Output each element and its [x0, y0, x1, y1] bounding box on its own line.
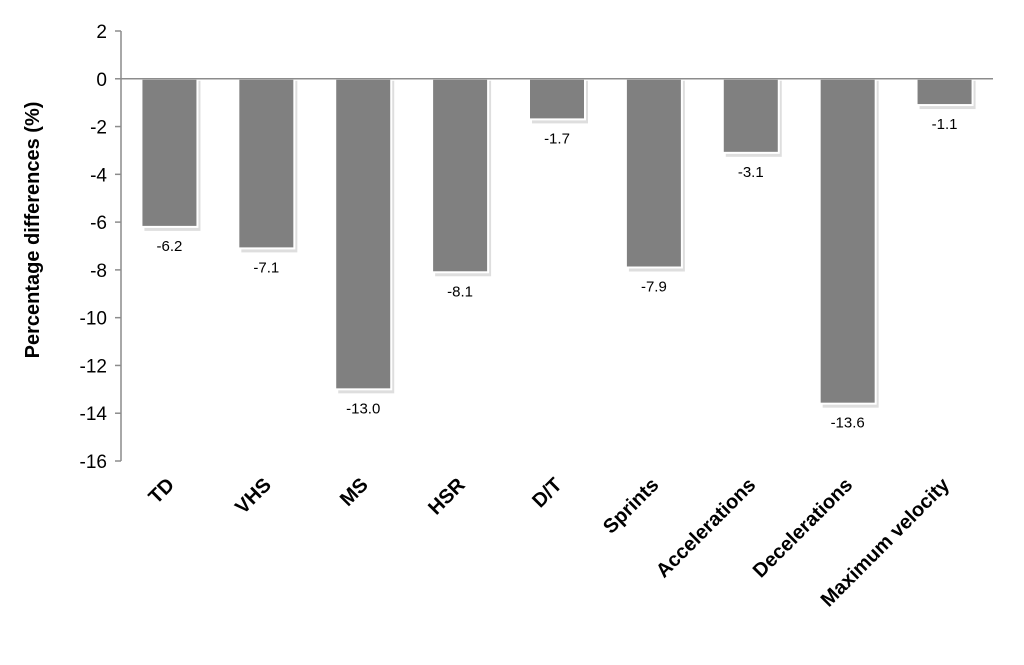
category-labels: TD VHS MS HSR D/T SprintsAccelerationsDeceler…	[145, 473, 955, 611]
bar-value-label: -3.1	[738, 164, 764, 181]
y-tick-label: 2	[96, 22, 107, 43]
y-tick-label: -6	[90, 213, 107, 234]
bar	[237, 77, 296, 250]
bar	[721, 77, 780, 154]
y-tick-label: -10	[80, 309, 107, 330]
bar	[334, 77, 393, 391]
category-label: MS	[336, 474, 373, 511]
bar	[140, 77, 199, 228]
value-labels: -6.2 -7.1 -13.0 -8.1 -1.7 -7.9 -3.1 -13.6 -1.1	[157, 116, 958, 432]
bar	[528, 77, 586, 121]
bar	[624, 77, 683, 269]
bar-value-label: -1.1	[932, 116, 958, 133]
category-label: VHS	[231, 474, 276, 519]
category-label: D/T	[528, 474, 566, 512]
bar-value-label: -6.2	[157, 238, 183, 255]
y-tick-label: -14	[80, 404, 108, 425]
bar-value-label: -7.9	[641, 279, 667, 296]
bar	[915, 77, 974, 107]
y-axis-title: Percentage differences (%)	[22, 102, 44, 359]
y-tick-label: 0	[96, 70, 107, 91]
bar	[431, 77, 490, 274]
y-tick-label: -4	[90, 165, 107, 186]
category-label: HSR	[424, 474, 470, 520]
bar-value-label: -1.7	[544, 130, 570, 147]
bars-group	[140, 77, 974, 405]
bar	[818, 77, 877, 405]
y-tick-label: -16	[80, 452, 107, 473]
bar-value-label: -8.1	[447, 283, 473, 300]
category-label: Sprints	[599, 474, 663, 538]
y-tick-label: -2	[90, 118, 107, 139]
y-tick-label: -8	[90, 261, 107, 282]
bar-value-label: -13.0	[346, 400, 380, 417]
bar-value-label: -13.6	[831, 415, 865, 432]
category-label: Decelerations	[749, 474, 857, 582]
y-axis-ticks: 2 0 -2 -4 -6 -8 -10 -12 -14 -16	[80, 22, 121, 473]
category-label: TD	[145, 474, 179, 508]
category-label: Accelerations	[652, 474, 760, 582]
bar-value-label: -7.1	[253, 259, 279, 276]
y-tick-label: -12	[80, 356, 107, 377]
